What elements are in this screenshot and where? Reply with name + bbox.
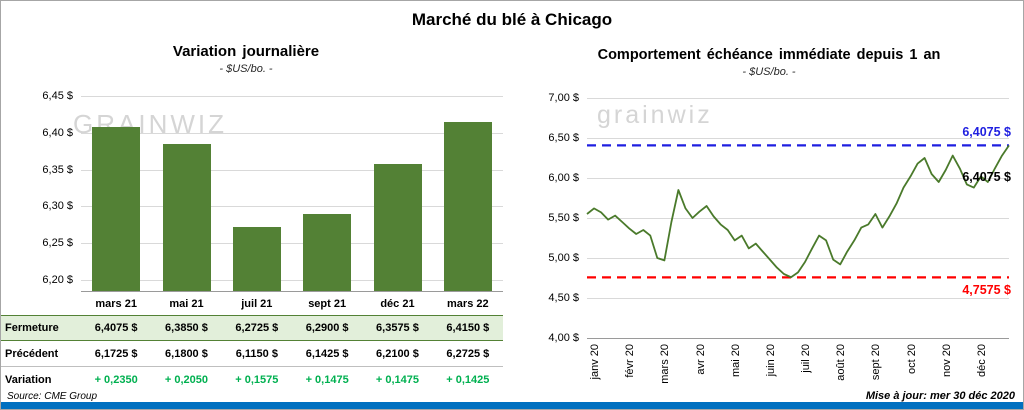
- table-cell: 6,3575 $: [376, 322, 419, 334]
- row-label-variation: Variation: [5, 374, 52, 386]
- x-axis-month-label: août 20: [835, 344, 848, 381]
- x-axis-line: [587, 338, 1009, 339]
- table-cell: 6,4150 $: [446, 322, 490, 334]
- gridline: [587, 218, 1009, 219]
- gridline: [587, 138, 1009, 139]
- table-cell: + 0,1475: [375, 374, 419, 386]
- x-axis-month-label: sept 20: [870, 344, 883, 381]
- x-axis-category-label: juil 21: [241, 298, 273, 310]
- gridline: [81, 132, 503, 134]
- table-cell: 6,4075 $: [94, 322, 138, 334]
- table-cell: + 0,2050: [164, 374, 208, 386]
- x-axis-line: [81, 291, 503, 292]
- table-cell: 6,2725 $: [235, 322, 279, 334]
- x-axis-month-label: déc 20: [975, 344, 988, 378]
- table-row-précédent: [1, 341, 503, 367]
- x-axis-month-label: oct 20: [905, 344, 918, 374]
- price-line: [586, 144, 1010, 279]
- line-chart-title: Comportement échéance immédiate depuis 1…: [597, 47, 941, 63]
- bar-déc-21: [373, 164, 422, 291]
- table-row-fermeture: [1, 315, 503, 341]
- table-cell: + 0,1425: [446, 374, 490, 386]
- y-axis-tick-label: 6,45 $: [42, 90, 73, 102]
- x-axis-month-label: mai 20: [729, 344, 742, 378]
- bar-chart-subtitle: - $US/bo. -: [219, 63, 273, 75]
- y-axis-tick-label: 6,20 $: [42, 274, 73, 286]
- y-axis-tick-label: 5,50 $: [548, 212, 579, 224]
- gridline: [81, 243, 503, 245]
- x-axis-month-label: avr 20: [694, 344, 707, 375]
- bar-mai-21: [162, 143, 211, 291]
- price-line-plot: [586, 144, 1010, 279]
- bar-mars-22: [443, 121, 492, 291]
- gridline: [81, 206, 503, 208]
- bottom-accent-bar: [1, 402, 1023, 409]
- x-axis-month-label: nov 20: [940, 344, 953, 378]
- table-cell: 6,1425 $: [305, 348, 349, 360]
- table-cell: 6,2725 $: [446, 348, 490, 360]
- y-axis-tick-label: 6,40 $: [42, 126, 73, 139]
- bar-chart-title: Variation journalière: [172, 43, 320, 60]
- row-label-précédent: Précédent: [5, 348, 59, 360]
- x-axis-month-label: juil 20: [800, 344, 812, 373]
- x-axis-month-label: juin 20: [764, 344, 777, 377]
- y-axis-tick-label: 6,30 $: [42, 200, 73, 213]
- high-ref-label: 6,4075 $: [962, 125, 1011, 140]
- table-cell: 6,1725 $: [94, 348, 138, 360]
- x-axis-category-label: sept 21: [308, 298, 347, 310]
- updated-note: Mise à jour: mer 30 déc 2020: [865, 390, 1015, 402]
- table-cell: 6,3850 $: [165, 322, 208, 334]
- gridline: [81, 169, 503, 171]
- y-axis-tick-label: 6,25 $: [42, 237, 73, 250]
- y-axis-tick-label: 6,00 $: [548, 172, 579, 184]
- bar-sept-21: [303, 213, 352, 291]
- last-price-label: 6,4075 $: [962, 170, 1011, 185]
- table-cell: 6,2900 $: [305, 322, 349, 334]
- y-axis-tick-label: 7,00 $: [548, 92, 579, 104]
- y-axis-tick-label: 4,00 $: [548, 332, 579, 344]
- table-cell: + 0,2350: [94, 374, 138, 386]
- table-cell: 6,1150 $: [235, 348, 278, 360]
- x-axis-category-label: déc 21: [380, 298, 415, 310]
- x-axis-category-label: mai 21: [169, 298, 204, 310]
- y-axis-tick-label: 6,50 $: [548, 132, 579, 144]
- gridline: [587, 178, 1009, 179]
- grainwiz-watermark: grainwiz: [597, 101, 713, 129]
- bar-mars-21: [92, 127, 141, 291]
- x-axis-month-label: mars 20: [659, 344, 672, 384]
- bar-juil-21: [232, 226, 281, 291]
- line-chart-subtitle: - $US/bo. -: [742, 66, 796, 78]
- row-label-fermeture: Fermeture: [5, 322, 59, 334]
- source-note: Source: CME Group: [7, 391, 98, 402]
- page-title: Marché du blé à Chicago: [411, 10, 613, 29]
- table-cell: 6,2100 $: [376, 348, 419, 360]
- table-cell: + 0,1575: [235, 374, 279, 386]
- y-axis-tick-label: 6,35 $: [42, 163, 73, 176]
- x-axis-category-label: mars 22: [447, 298, 489, 310]
- gridline: [81, 96, 503, 97]
- gridline: [587, 298, 1009, 299]
- y-axis-tick-label: 4,50 $: [548, 292, 579, 304]
- table-cell: 6,1800 $: [165, 348, 208, 360]
- gridline: [587, 98, 1009, 99]
- gridline: [81, 280, 503, 281]
- table-cell: + 0,1475: [305, 374, 349, 386]
- gridline: [587, 258, 1009, 259]
- x-axis-month-label: janv 20: [589, 344, 601, 380]
- low-ref-label: 4,7575 $: [962, 283, 1011, 298]
- y-axis-tick-label: 5,00 $: [548, 252, 579, 264]
- x-axis-month-label: févr 20: [624, 344, 637, 378]
- x-axis-category-label: mars 21: [95, 298, 137, 310]
